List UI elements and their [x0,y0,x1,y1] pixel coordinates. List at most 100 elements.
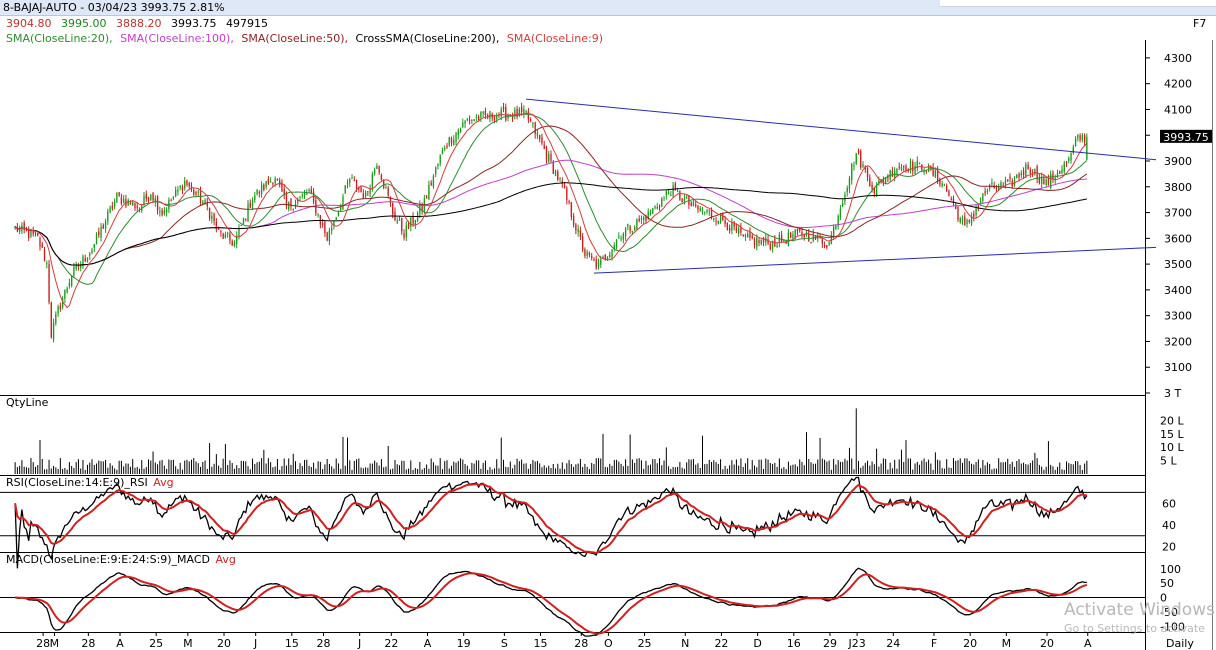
candle-body [828,242,830,246]
x-axis-tick-label: 28 [81,637,95,650]
rsi-panel[interactable] [0,476,1145,569]
candle-body [631,231,634,233]
qty-axis-tick-label: 20 L [1160,414,1184,427]
candle-body [484,110,487,115]
candle-body [604,254,606,260]
candle-body [1007,179,1009,182]
legend-sma-50[interactable]: SMA(CloseLine:50), [241,32,349,45]
candle-body [649,213,652,215]
candle-body [392,202,394,215]
qty-axis-tick-label: 10 L [1160,441,1184,454]
candle-body [575,224,577,231]
candle-body [801,232,803,235]
candle-body [118,192,120,196]
candle-body [308,190,310,192]
candle-body [715,220,717,222]
candle-body [529,119,532,122]
candle-body [430,182,432,186]
candle-body [584,249,586,256]
candle-body [767,239,769,244]
candle-body [1016,174,1018,178]
last-price-label: 3993.75 [1163,131,1209,144]
candle-body [602,256,604,259]
candle-body [267,178,270,184]
axes: 4300420041004000390038003700360035003400… [36,52,1212,650]
candle-body [645,216,647,222]
candle-body [563,185,566,189]
candle-body [113,201,116,207]
candle-body [848,178,851,190]
candle-body [240,225,242,227]
candle-body [477,116,480,120]
candle-body [683,198,686,201]
candle-body [1077,134,1079,139]
candle-body [735,227,738,232]
candle-body [159,210,161,213]
legend-sma-20[interactable]: SMA(CloseLine:20), [6,32,113,45]
candle-body [853,165,855,167]
candle-body [211,216,213,220]
qty-axis-tick-label: 5 L [1160,455,1177,468]
candle-body [1054,178,1056,181]
candle-body [979,201,982,205]
candle-body [826,244,828,248]
candle-body [446,145,448,148]
candle-body [150,194,152,200]
candle-body [204,200,206,204]
x-axis-tick-label: 25 [149,637,163,650]
macd-panel[interactable] [0,567,1145,637]
candle-body [523,108,525,115]
x-axis-tick-label: A [116,637,124,650]
candle-body [28,229,30,239]
candle-body [86,258,89,263]
price-axis-tick-label: 3600 [1164,232,1192,245]
x-axis-tick-label: S [501,637,508,650]
candle-body [93,243,95,248]
candle-body [566,188,568,200]
candle-body [330,228,333,231]
candle-body [258,192,261,194]
x-axis-tick-label: 24 [886,637,900,650]
candle-body [708,210,710,212]
rsi-line [14,476,1088,569]
candle-body [658,206,661,208]
candle-body [496,115,498,119]
candle-body [780,235,783,241]
candle-body [276,178,279,181]
x-axis-tick-label: 15 [285,637,299,650]
rsi-panel-label: RSI(CloseLine:14:E:9)_RSI Avg [6,476,176,489]
candle-body [466,118,469,120]
candle-body [285,192,288,207]
candle-body [464,120,466,124]
ohlc-low: 3888.20 [116,17,162,30]
candle-body [884,177,887,184]
candle-body [152,192,154,201]
legend-sma-100[interactable]: SMA(CloseLine:100), [120,32,234,45]
candle-body [622,233,625,240]
legend-sma-9[interactable]: SMA(CloseLine:9) [506,32,604,45]
candle-body [249,202,251,208]
qty-panel[interactable] [14,408,1088,474]
candle-body [425,196,428,198]
legend-cross-sma-200[interactable]: CrossSMA(CloseLine:200), [355,32,500,45]
candle-body [378,166,380,173]
candle-body [753,239,756,245]
candle-body [468,119,471,122]
candle-body [245,218,247,220]
candle-body [697,205,699,210]
candle-body [190,185,193,188]
x-axis-tick-label: J23 [847,637,865,650]
candle-body [1038,177,1041,184]
candle-body [428,185,430,200]
candle-body [851,164,853,181]
price-axis-tick-label: 3500 [1164,258,1192,271]
macd-panel-title: MACD(CloseLine:E:9:E:24:S:9)_MACD [6,553,211,566]
candle-body [760,239,762,245]
rsi-axis-tick-label: 20 [1162,541,1176,554]
candle-body [710,209,713,217]
candle-body [111,205,114,209]
candle-body [591,256,593,258]
price-panel[interactable] [14,98,1157,343]
candle-body [274,178,276,184]
